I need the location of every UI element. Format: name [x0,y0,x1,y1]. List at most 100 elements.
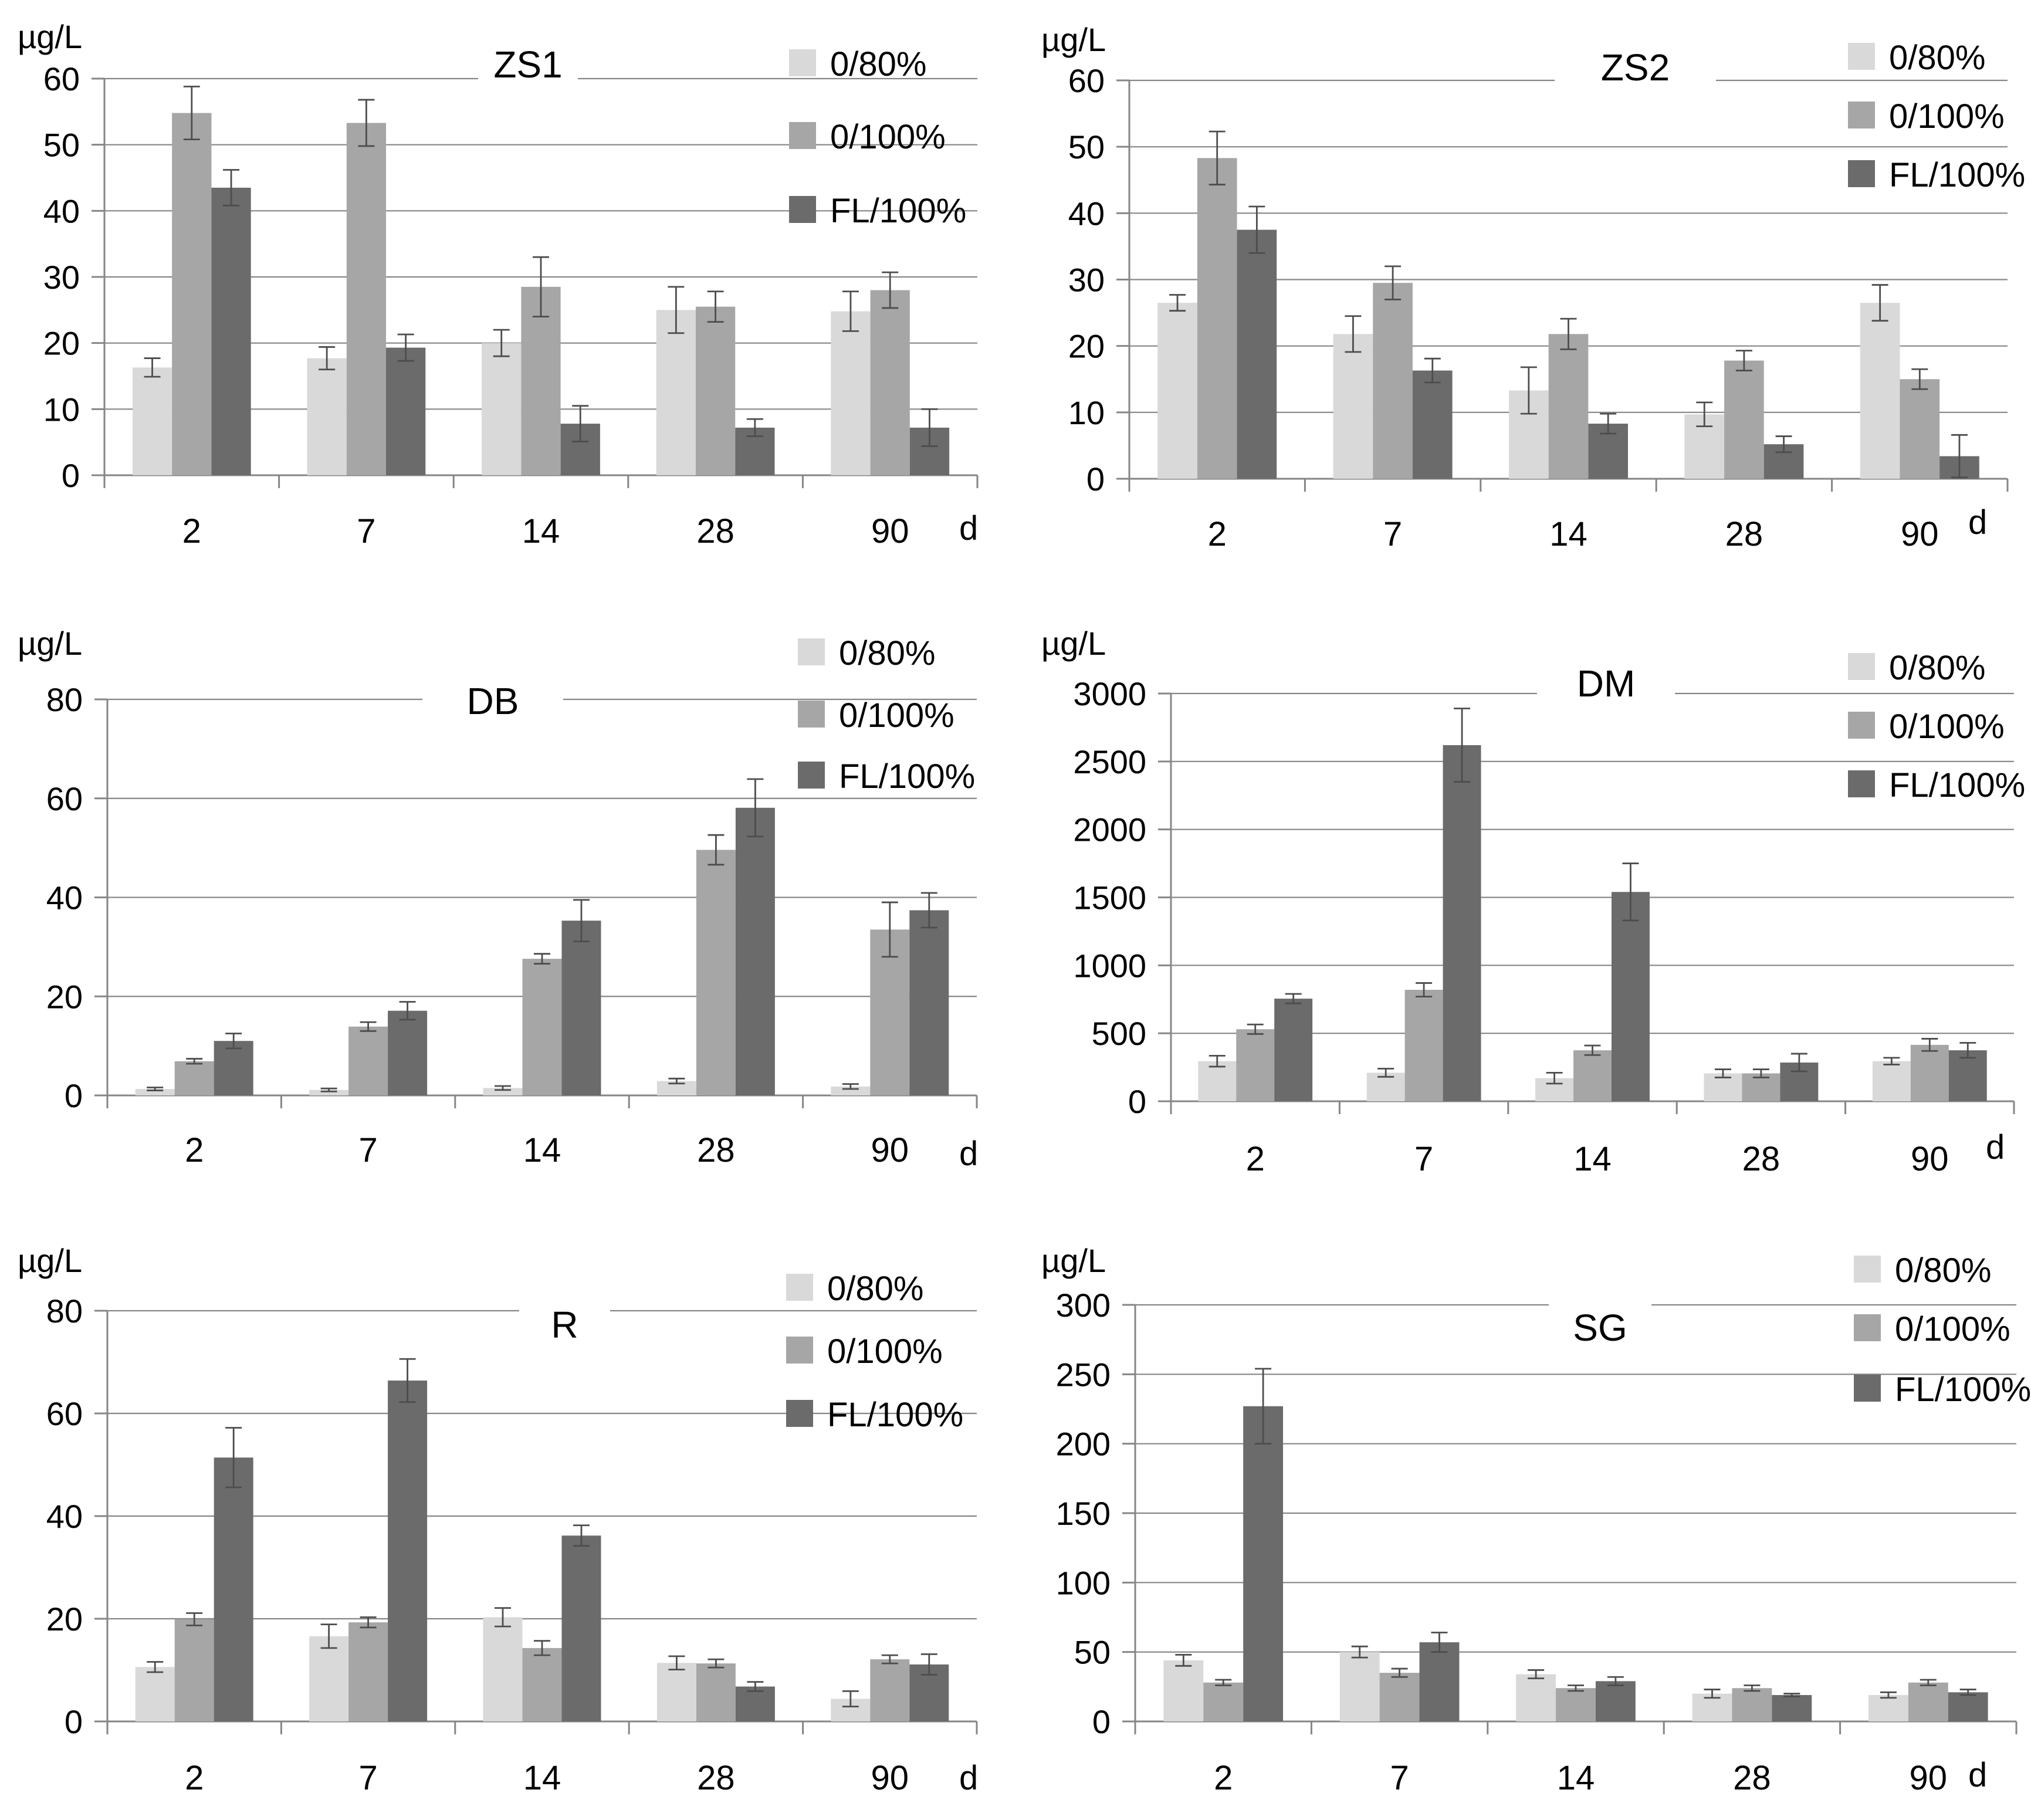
bar-zs1-0-80-day-28 [656,310,696,475]
chart-panel-db: 0 20 40 60 80 2 7 14 28 90 DB µg/L d 0/80% 0/100% FL/10… [18,625,978,1173]
error-bar-db-0-100-day-7 [360,1021,377,1032]
panel-title-zs1: ZS1 [493,43,562,86]
bar-sg-fl-100-day-14 [1595,1681,1636,1721]
error-bar-sg-0-80-day-2 [1175,1653,1192,1667]
bar-dm-fl-100-day-2 [1274,999,1313,1101]
bar-sg-0-100-day-28 [1732,1688,1772,1721]
x-tick-label: 90 [1911,1140,1949,1178]
y-tick-label: 20 [1068,328,1105,365]
legend-zs2: 0/80% 0/100% FL/100% [1848,39,2025,194]
x-tick-label: 2 [1246,1140,1265,1178]
bar-r-fl-100-day-2 [214,1457,253,1721]
x-tick-label: 7 [358,1759,377,1797]
y-tick-label: 1500 [1073,879,1146,916]
error-bar-r-0-80-day-90 [842,1690,859,1708]
x-tick-label: 90 [871,1759,909,1797]
bar-sg-0-80-day-14 [1516,1674,1556,1721]
error-bar-r-fl-100-day-14 [573,1524,590,1547]
bar-zs2-0-80-day-7 [1333,334,1373,479]
error-bar-r-fl-100-day-2 [225,1427,242,1489]
bar-zs1-0-80-day-2 [132,367,172,475]
error-bar-db-0-80-day-28 [668,1077,685,1085]
y-tick-label: 40 [46,1498,83,1535]
y-tick-label: 40 [1068,195,1105,232]
bar-dm-0-100-day-7 [1404,990,1443,1101]
error-bar-r-0-100-day-2 [186,1612,203,1626]
x-tick-label: 7 [358,1131,377,1169]
error-bar-sg-0-100-day-14 [1568,1684,1584,1692]
bar-sg-0-100-day-90 [1908,1682,1948,1721]
error-bar-sg-fl-100-day-14 [1607,1676,1624,1686]
y-tick-label: 30 [1068,262,1105,299]
chart-panel-r: 0 20 40 60 80 2 7 14 28 90 Rµg/L d 0/80% 0/100% FL/100… [18,1242,978,1797]
error-bar-zs1-fl-100-day-2 [223,169,240,207]
bar-zs2-fl-100-day-7 [1412,370,1453,479]
x-unit-label: d [1968,1756,1987,1794]
y-tick-label: 100 [1056,1564,1111,1601]
bar-sg-0-100-day-7 [1379,1673,1420,1721]
x-tick-label: 90 [1901,515,1939,553]
x-tick-label: 2 [185,1131,204,1169]
bar-sg-0-100-day-2 [1203,1682,1244,1721]
x-tick-label: 7 [1390,1759,1409,1797]
legend-item-0-100: 0/100% [1848,708,2005,746]
error-bar-db-fl-100-day-28 [747,778,764,838]
error-bar-zs2-0-80-day-14 [1520,366,1537,415]
chart-panel-zs1: 0 10 20 30 40 50 60 2 7 14 28 90 ZS1 µg/L d 0/80% 0/100%… [18,18,979,550]
error-bar-zs1-fl-100-day-28 [746,418,763,437]
error-bar-sg-fl-100-day-7 [1431,1632,1448,1653]
y-unit-label: µg/L [18,18,82,55]
error-bar-zs1-0-80-day-90 [842,290,859,332]
y-tick-label: 500 [1092,1015,1146,1052]
error-bar-db-fl-100-day-7 [399,1001,416,1021]
bar-db-0-100-day-28 [696,850,736,1095]
y-tick-label: 0 [65,1703,83,1740]
error-bar-r-fl-100-day-7 [399,1358,416,1403]
legend-label: 0/80% [1889,649,1985,687]
y-unit-label: µg/L [18,625,82,662]
bar-dm-0-100-day-14 [1573,1050,1612,1101]
x-tick-label: 28 [1733,1759,1771,1797]
legend-label: 0/100% [839,696,954,735]
bar-zs2-fl-100-day-2 [1237,229,1277,479]
error-bar-zs2-0-80-day-28 [1696,401,1713,427]
y-tick-label: 40 [43,192,80,229]
legend-swatch [1854,1256,1881,1283]
error-bar-r-0-80-day-14 [495,1607,512,1628]
bar-r-0-100-day-2 [174,1619,214,1721]
bar-r-0-80-day-28 [656,1663,696,1721]
bar-zs2-0-100-day-2 [1197,158,1237,479]
bar-zs1-0-80-day-14 [482,343,522,475]
x-tick-label: 90 [871,1131,909,1169]
y-unit-label: µg/L [1041,625,1106,662]
bar-r-fl-100-day-28 [735,1686,775,1721]
legend-label: 0/100% [830,118,946,156]
error-bar-zs1-0-100-day-14 [533,256,549,317]
error-bar-r-0-80-day-28 [668,1655,685,1671]
error-bar-zs2-0-100-day-90 [1911,368,1928,390]
x-tick-label: 2 [1214,1759,1233,1797]
error-bar-r-0-80-day-7 [320,1623,337,1649]
bar-r-fl-100-day-7 [388,1381,428,1721]
error-bar-r-0-100-day-90 [881,1654,898,1665]
y-tick-label: 2000 [1073,811,1146,848]
y-tick-label: 20 [46,1601,83,1638]
legend-swatch [786,1274,813,1301]
legend-label: 0/80% [1889,39,1985,77]
error-bar-zs2-0-100-day-2 [1209,130,1226,186]
bar-zs2-0-80-day-90 [1860,303,1900,479]
error-bar-dm-0-80-day-7 [1377,1068,1394,1078]
legend-item-fl-100: FL/100% [1854,1371,2031,1409]
y-tick-label: 60 [43,60,80,97]
error-bar-zs2-0-100-day-14 [1560,317,1577,350]
legend-label: 0/100% [1889,708,2005,746]
bar-db-0-80-day-14 [483,1088,523,1095]
error-bar-db-0-80-day-7 [320,1087,337,1092]
error-bar-zs1-0-100-day-90 [882,271,899,309]
legend-dm: 0/80% 0/100% FL/100% [1848,649,2025,804]
x-unit-label: d [959,509,978,547]
bar-db-0-100-day-14 [522,959,562,1095]
legend-zs1: 0/80% 0/100% FL/100% [789,45,966,230]
y-tick-label: 200 [1056,1426,1111,1463]
